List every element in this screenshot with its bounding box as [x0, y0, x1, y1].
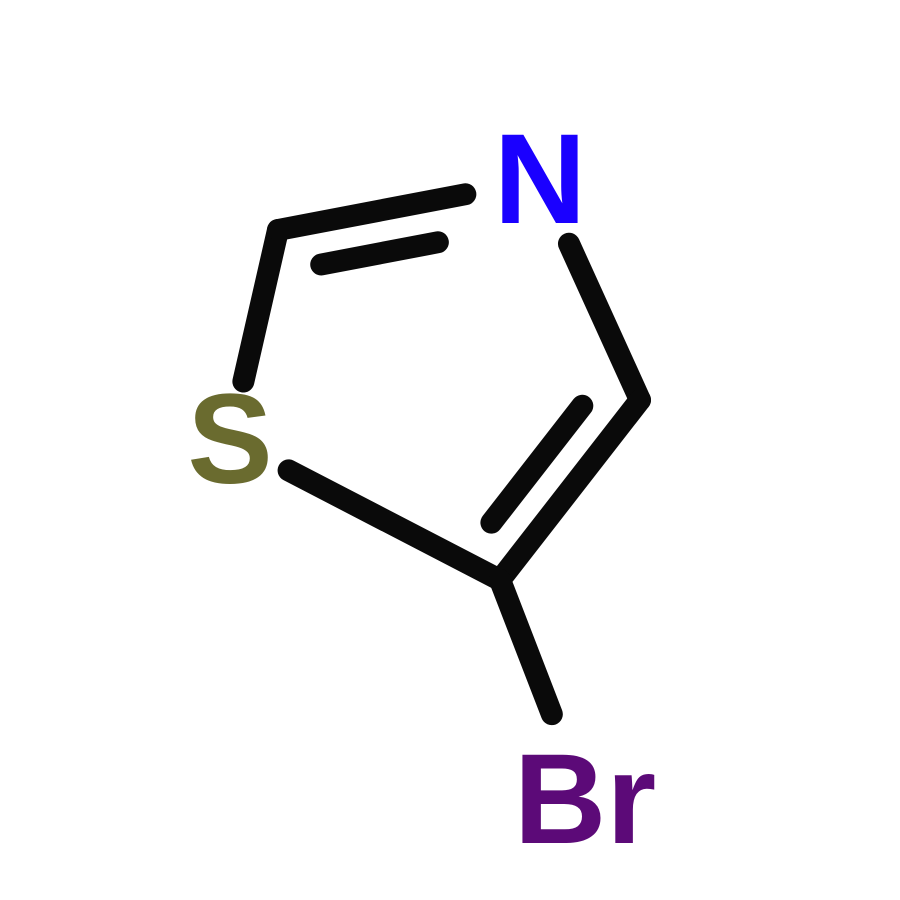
- atom-label-bromine: Br: [514, 736, 656, 864]
- atom-label-nitrogen: N: [494, 116, 586, 244]
- bond-layer: [0, 0, 900, 900]
- molecule-canvas: N S Br: [0, 0, 900, 900]
- atom-label-sulfur: S: [187, 376, 272, 504]
